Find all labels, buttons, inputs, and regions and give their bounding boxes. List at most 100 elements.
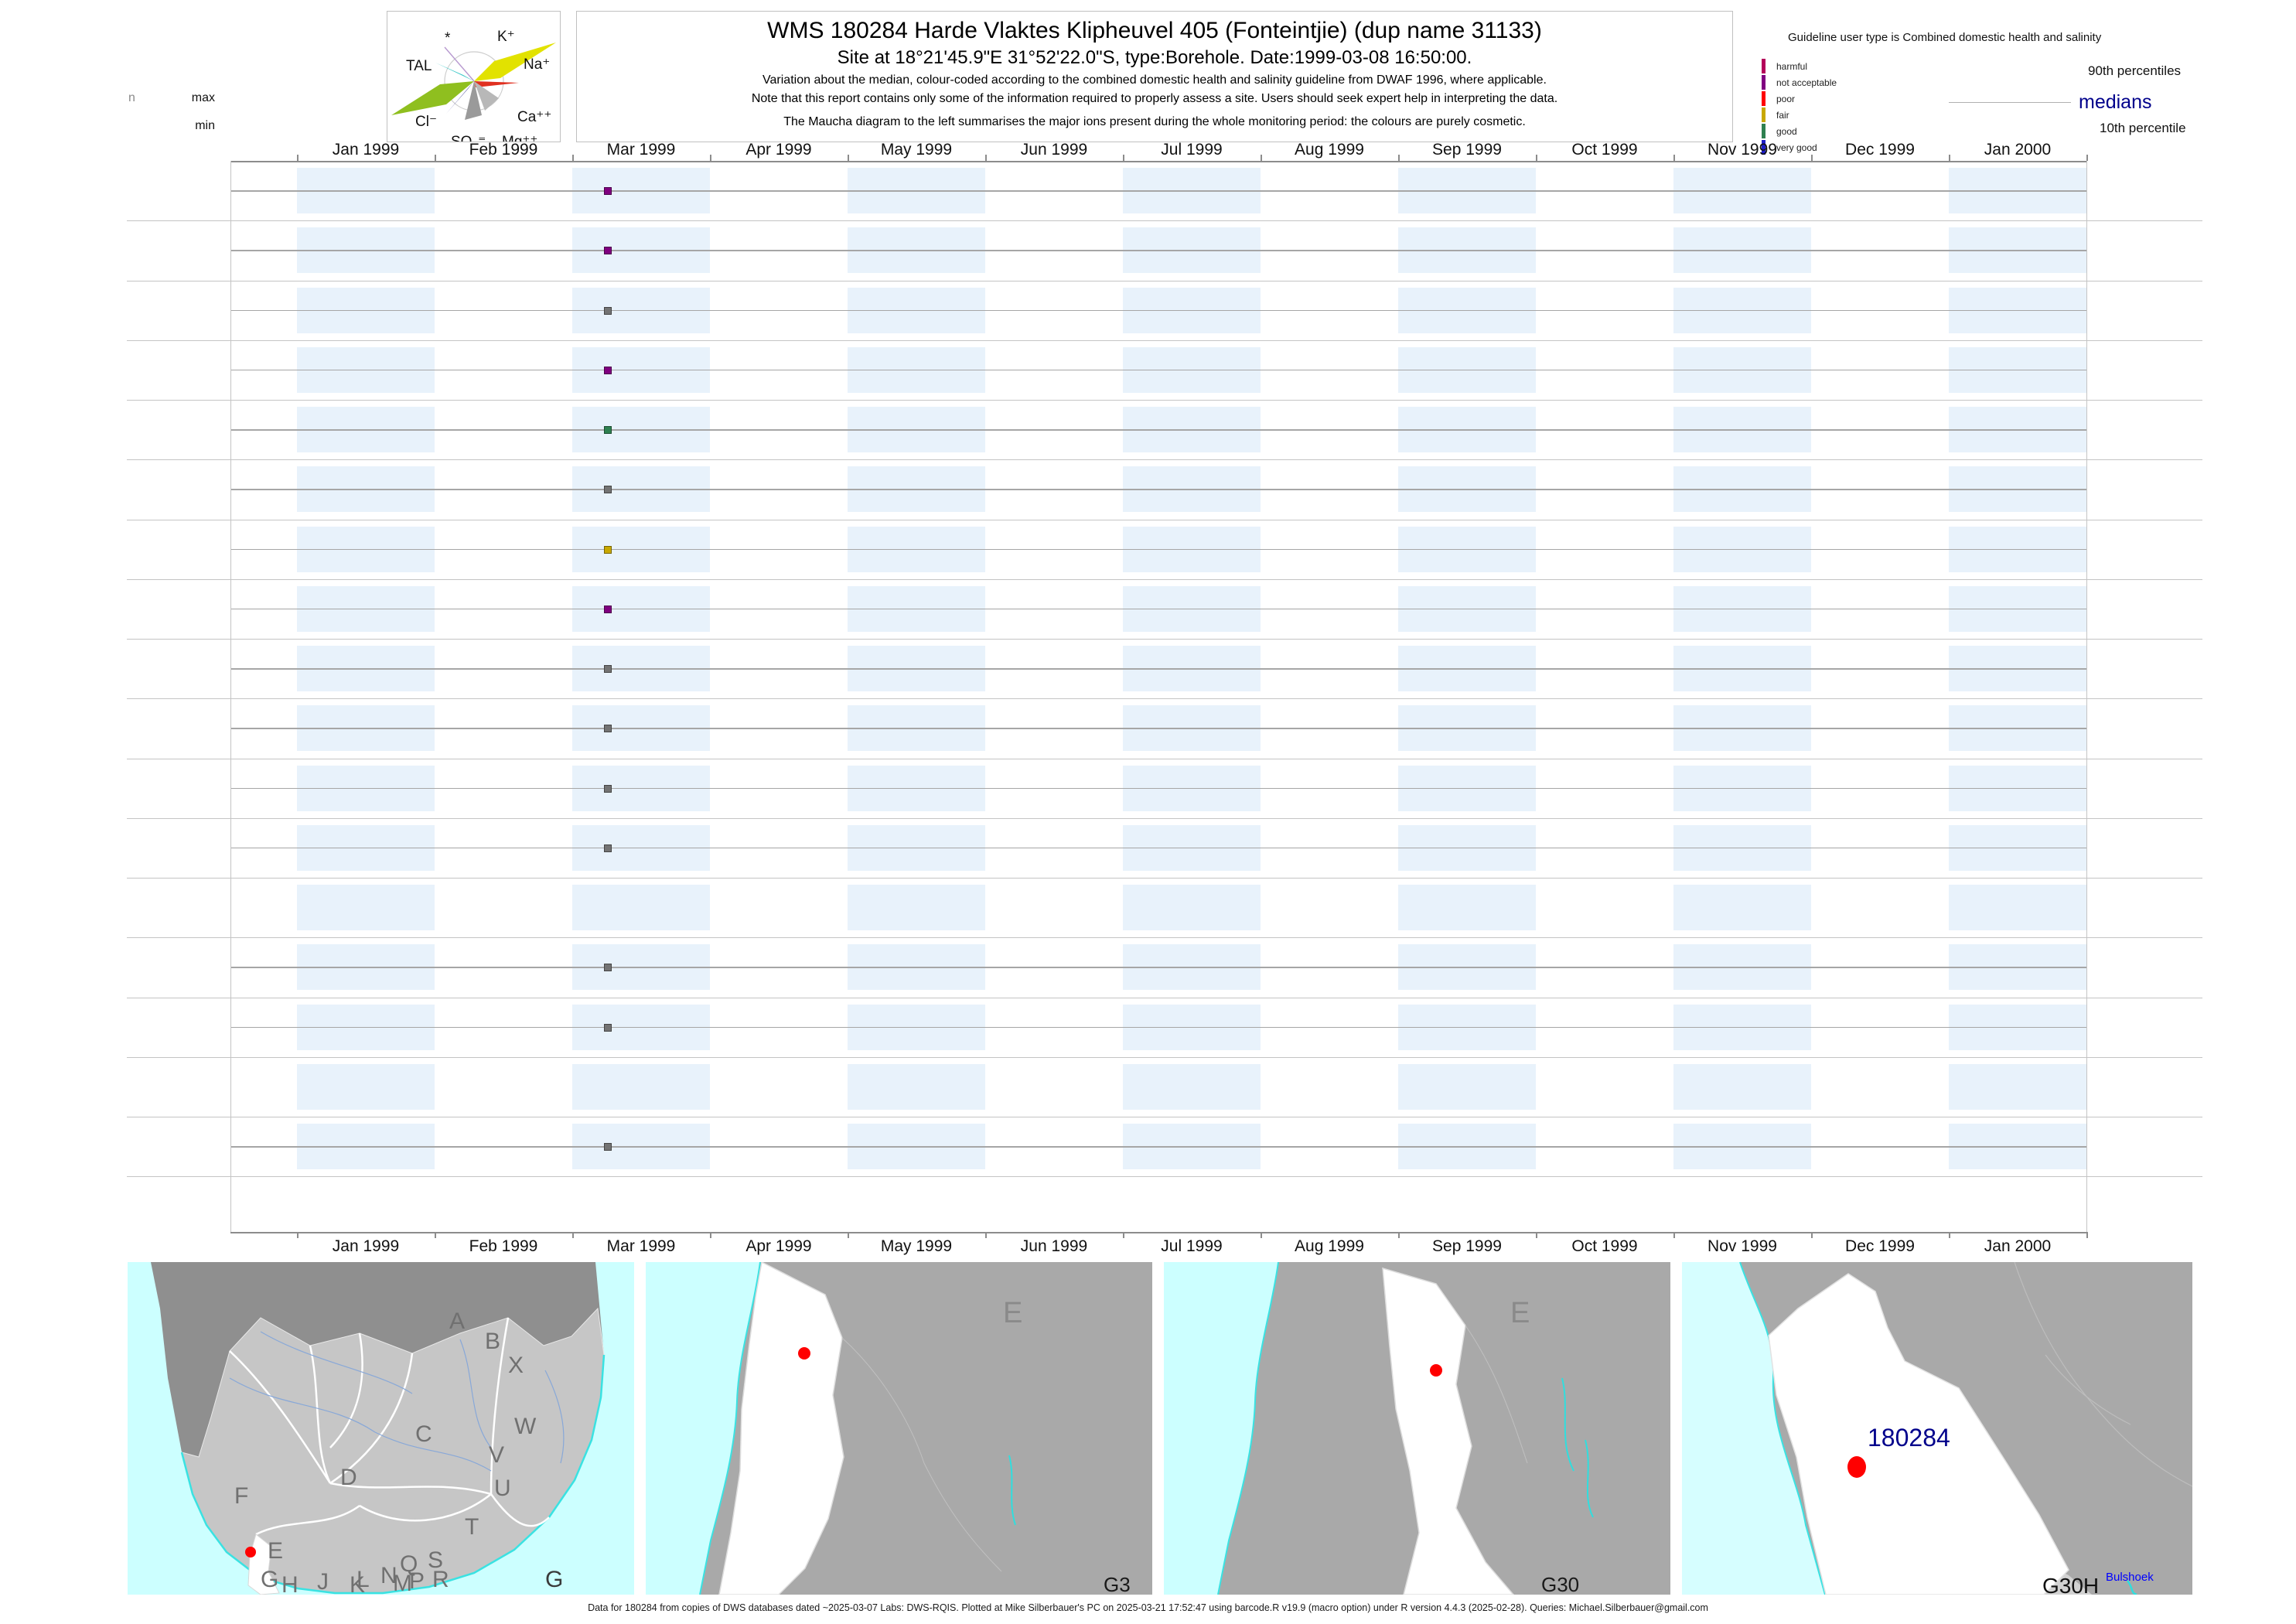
map1-region-letter: V [489, 1442, 504, 1468]
map1-neighbour-land [151, 1262, 604, 1457]
month-label-top: May 1999 [880, 141, 953, 159]
map2-panel-label: G3 [1104, 1573, 1131, 1595]
maucha-ion-label: Ca⁺⁺ [517, 109, 551, 125]
row-separator [127, 400, 2202, 401]
guideline-class-row: good [1762, 123, 1837, 139]
maucha-spoke-star [444, 46, 475, 82]
axis-tick-bottom [1673, 1232, 1675, 1238]
axis-tick-top [1123, 155, 1124, 161]
month-label-bottom: Nov 1999 [1708, 1237, 1777, 1255]
median-line [230, 1146, 2086, 1148]
axis-tick-bottom [848, 1232, 849, 1238]
month-label-bottom: Dec 1999 [1845, 1237, 1915, 1255]
sample-dot [603, 187, 612, 195]
map3-region-letter: E [1510, 1297, 1530, 1329]
guideline-class-color [1762, 59, 1765, 73]
sample-dot [603, 725, 612, 733]
month-cell [1949, 885, 2086, 930]
month-cell [1123, 1063, 1261, 1110]
month-label-bottom: Feb 1999 [469, 1237, 538, 1255]
map-region-g3: E G3 [646, 1262, 1152, 1595]
median-label: medians [2079, 91, 2152, 113]
map3-panel-label: G30 [1541, 1573, 1579, 1595]
month-cell [1949, 1063, 2086, 1110]
row-separator [127, 1056, 2202, 1058]
month-label-top: Sep 1999 [1432, 141, 1502, 159]
report-subtitle: Site at 18°21'45.9"E 31°52'22.0"S, type:… [837, 47, 1472, 68]
axis-tick-bottom [297, 1232, 299, 1238]
footer-credit: Data for 180284 from copies of DWS datab… [588, 1602, 1708, 1613]
median-line [230, 787, 2086, 789]
axis-right [2086, 161, 2087, 1232]
report-note-2: Note that this report contains only some… [751, 92, 1558, 105]
map1-highlight-region [247, 1534, 280, 1595]
sample-dot [603, 366, 612, 374]
month-label-top: Apr 1999 [745, 141, 812, 159]
map1-region-letter: N [380, 1563, 397, 1588]
axis-tick-top [435, 155, 436, 161]
axis-tick-top [297, 155, 299, 161]
sample-dot [603, 784, 612, 793]
map1-region-letter: J [317, 1569, 329, 1595]
map1-region-letters: ABX C WVU D T F EG H J KL MN PQ SR [234, 1308, 537, 1595]
map2-subborders [841, 1337, 1002, 1572]
maucha-ion-label: K⁺ [497, 29, 515, 45]
maucha-lobe-mg2 [474, 81, 499, 111]
sample-dot [603, 545, 612, 554]
maucha-spoke-tal [435, 63, 474, 81]
axis-tick-bottom [1398, 1232, 1400, 1238]
month-cell [1398, 1063, 1536, 1110]
stats-max-label: max [191, 91, 215, 104]
month-label-bottom: Mar 1999 [606, 1237, 676, 1255]
guideline-class-color [1762, 91, 1765, 106]
map1-region-letter: P [409, 1568, 425, 1594]
maucha-ion-label: Cl⁻ [415, 114, 437, 130]
map1-region-letter: U [494, 1476, 511, 1501]
maucha-ion-label: TAL [406, 58, 432, 74]
guideline-class-row: very good [1762, 139, 1837, 155]
map3-ocean [1164, 1262, 1278, 1595]
sample-dot [603, 306, 612, 315]
row-separator [127, 817, 2202, 819]
map1-region-letter: Q [400, 1551, 418, 1577]
median-line [230, 1026, 2086, 1028]
guideline-class-color [1762, 124, 1765, 138]
axis-tick-top [1536, 155, 1537, 161]
guideline-class-color [1762, 140, 1765, 155]
report-note-1: Variation about the median, colour-coded… [762, 73, 1547, 87]
row-separator [127, 339, 2202, 341]
guideline-title: Guideline user type is Combined domestic… [1788, 31, 2102, 44]
month-label-bottom: May 1999 [880, 1237, 953, 1255]
median-line [230, 369, 2086, 371]
guideline-class-color [1762, 75, 1765, 90]
axis-tick-top [1398, 155, 1400, 161]
map1-panel-label: G [545, 1567, 563, 1592]
median-line [230, 309, 2086, 311]
axis-tick-top [1949, 155, 1950, 161]
axis-left [230, 161, 231, 1232]
stats-legend: n max min [116, 85, 232, 139]
title-block: WMS 180284 Harde Vlaktes Klipheuvel 405 … [576, 11, 1733, 142]
month-label-top: Nov 1999 [1708, 141, 1777, 159]
guideline-class-label: fair [1776, 109, 1789, 121]
guideline-class-row: fair [1762, 107, 1837, 123]
guideline-legend: Guideline user type is Combined domestic… [1755, 23, 2281, 155]
month-label-top: Mar 1999 [606, 141, 676, 159]
row-separator [127, 578, 2202, 580]
report-title: WMS 180284 Harde Vlaktes Klipheuvel 405 … [767, 18, 1542, 43]
median-line [230, 250, 2086, 251]
month-cell [1673, 885, 1811, 930]
row-separator [127, 937, 2202, 939]
sample-dot [603, 426, 612, 434]
month-label-bottom: Jun 1999 [1020, 1237, 1088, 1255]
stats-n-label: n [128, 91, 135, 104]
map4-site-marker [1847, 1456, 1866, 1478]
map2-river [1008, 1455, 1016, 1526]
median-line [230, 489, 2086, 490]
month-cell [572, 885, 710, 930]
map3-rivers [1561, 1377, 1594, 1518]
month-cell [1123, 885, 1261, 930]
guideline-class-row: harmful [1762, 58, 1837, 74]
